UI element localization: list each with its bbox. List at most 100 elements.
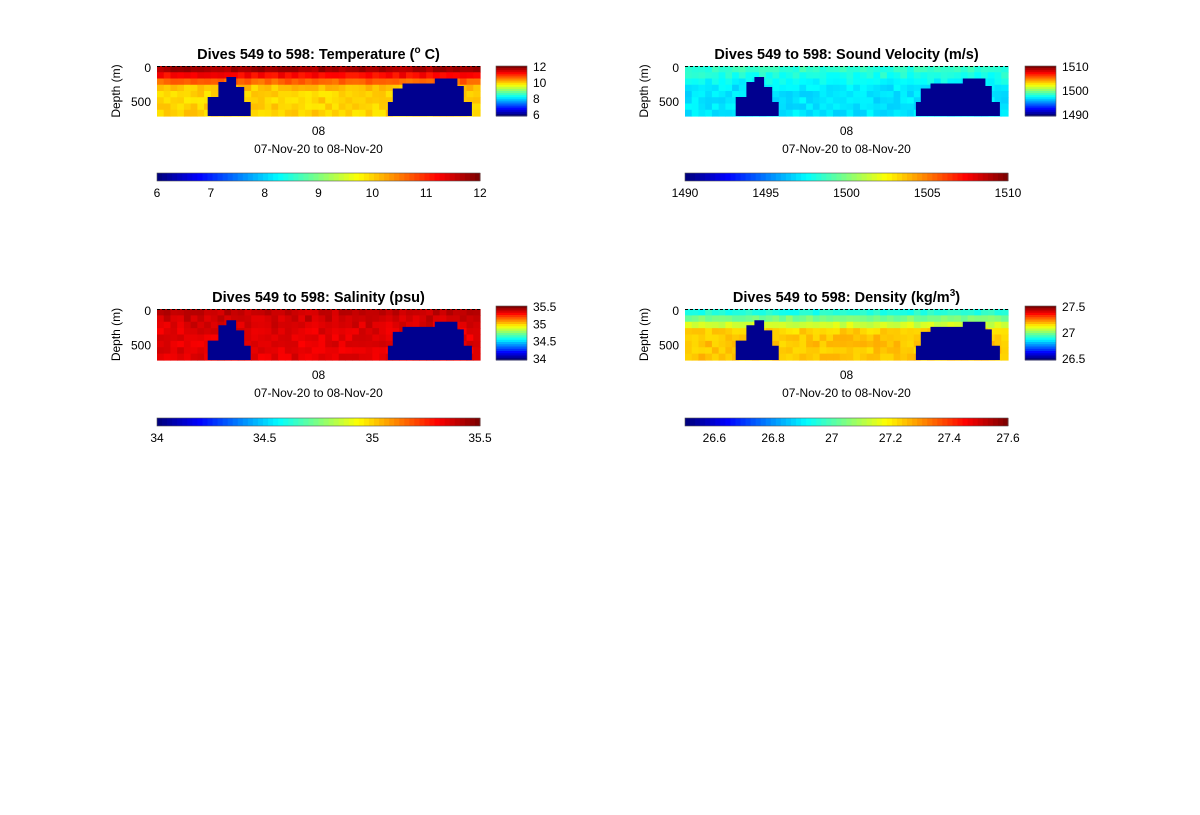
heatmap-cell: [392, 72, 400, 80]
bottom-colorbar-segment: [700, 418, 706, 426]
heatmap-cell: [157, 103, 165, 111]
heatmap-cell: [305, 353, 313, 361]
bottom-colorbar-segment: [278, 418, 284, 426]
heatmap-cell: [779, 84, 787, 92]
heatmap-cell: [772, 321, 780, 329]
heatmap-cell: [177, 91, 185, 98]
heatmap-cell: [244, 315, 252, 323]
bottom-colorbar-segment: [902, 173, 908, 181]
heatmap-cell: [839, 66, 848, 73]
heatmap-cell: [264, 309, 272, 316]
heatmap-cell: [785, 84, 794, 92]
bottom-colorbar-segment: [725, 173, 731, 181]
heatmap-cell: [792, 309, 800, 316]
heatmap-cell: [358, 103, 367, 111]
bottom-colorbar-segment: [394, 173, 400, 181]
heatmap-cell: [846, 334, 854, 342]
heatmap-cell: [338, 66, 347, 73]
side-colorbar-segment: [1025, 310, 1056, 314]
heatmap-cell: [833, 347, 841, 355]
heatmap-cell: [432, 72, 441, 80]
bottom-colorbar-segment: [434, 418, 441, 426]
heatmap-cell: [900, 91, 908, 98]
heatmap-cell: [691, 72, 700, 80]
heatmap-cell: [893, 321, 901, 329]
bottom-colorbar-segment: [947, 418, 953, 426]
heatmap-cell: [385, 84, 394, 92]
heatmap-cell: [190, 91, 198, 98]
bottom-colorbar-segment: [871, 173, 878, 181]
bottom-colorbar-segment: [750, 418, 757, 426]
side-colorbar-segment: [496, 72, 527, 75]
heatmap-cell: [927, 315, 935, 323]
bottom-colorbar-tick: 1505: [914, 186, 941, 200]
heatmap-cell: [264, 97, 272, 105]
heatmap-cell: [732, 315, 740, 323]
heatmap-cell: [685, 109, 693, 117]
heatmap-cell: [806, 103, 814, 111]
side-colorbar-segment: [496, 342, 527, 345]
heatmap-cell: [190, 309, 198, 316]
heatmap-cell: [157, 91, 165, 98]
heatmap-cell: [826, 97, 834, 105]
heatmap-cell: [792, 353, 800, 361]
side-colorbar-segment: [1025, 93, 1056, 96]
heatmap-cell: [866, 97, 875, 105]
heatmap-cell: [237, 315, 246, 323]
heatmap-cell: [853, 340, 861, 348]
heatmap-cell: [224, 66, 232, 73]
heatmap-cell: [886, 328, 895, 336]
bottom-colorbar-segment: [177, 418, 183, 426]
heatmap-cell: [291, 91, 299, 98]
heatmap-cell: [318, 103, 326, 111]
heatmap-cell: [900, 315, 908, 323]
heatmap-cell: [358, 109, 367, 117]
heatmap-cell: [244, 97, 252, 105]
heatmap-cell: [305, 309, 313, 316]
bottom-colorbar-segment: [1002, 173, 1009, 181]
heatmap-cell: [779, 109, 787, 117]
heatmap-cell: [237, 78, 246, 86]
heatmap-cell: [866, 315, 875, 323]
heatmap-cell: [204, 72, 212, 80]
heatmap-cell: [705, 347, 713, 355]
bottom-colorbar-segment: [262, 418, 269, 426]
bottom-colorbar-segment: [197, 418, 203, 426]
heatmap-cell: [372, 103, 380, 111]
heatmap-cell: [859, 315, 868, 323]
heatmap-cell: [170, 72, 178, 80]
bottom-colorbar-segment: [942, 173, 948, 181]
heatmap-cell: [913, 66, 922, 73]
bottom-colorbar-segment: [439, 418, 446, 426]
heatmap-cell: [271, 103, 279, 111]
heatmap-cell: [866, 103, 875, 111]
bottom-colorbar-segment: [790, 418, 797, 426]
date-range-label: 07-Nov-20 to 08-Nov-20: [254, 142, 383, 156]
heatmap-cell: [358, 91, 367, 98]
bottom-colorbar-segment: [252, 173, 259, 181]
heatmap-cell: [385, 334, 394, 342]
heatmap-cell: [271, 347, 279, 355]
bottom-colorbar-segment: [886, 173, 893, 181]
bottom-colorbar-segment: [419, 173, 425, 181]
bottom-colorbar-segment: [247, 418, 254, 426]
heatmap-cell: [379, 78, 387, 86]
heatmap-cell: [839, 103, 848, 111]
heatmap-cell: [170, 353, 178, 361]
chart-panel-1: Dives 549 to 598: Temperature (o C)Depth…: [109, 45, 547, 200]
bottom-colorbar-segment: [891, 173, 898, 181]
heatmap-cell: [711, 315, 720, 323]
heatmap-cell: [473, 334, 481, 342]
bottom-colorbar-segment: [967, 418, 974, 426]
heatmap-cell: [345, 91, 353, 98]
chart-panel-4: Dives 549 to 598: Density (kg/m3)Depth (…: [637, 288, 1086, 445]
heatmap-cell: [705, 309, 713, 316]
y-tick-label: 500: [131, 339, 151, 353]
heatmap-cell: [365, 103, 373, 111]
heatmap-cell: [237, 321, 246, 329]
heatmap-cell: [405, 321, 414, 329]
bottom-colorbar-segment: [937, 173, 943, 181]
heatmap-cell: [886, 103, 895, 111]
heatmap-cell: [826, 84, 834, 92]
chart-title: Dives 549 to 598: Density (kg/m3): [733, 288, 960, 306]
